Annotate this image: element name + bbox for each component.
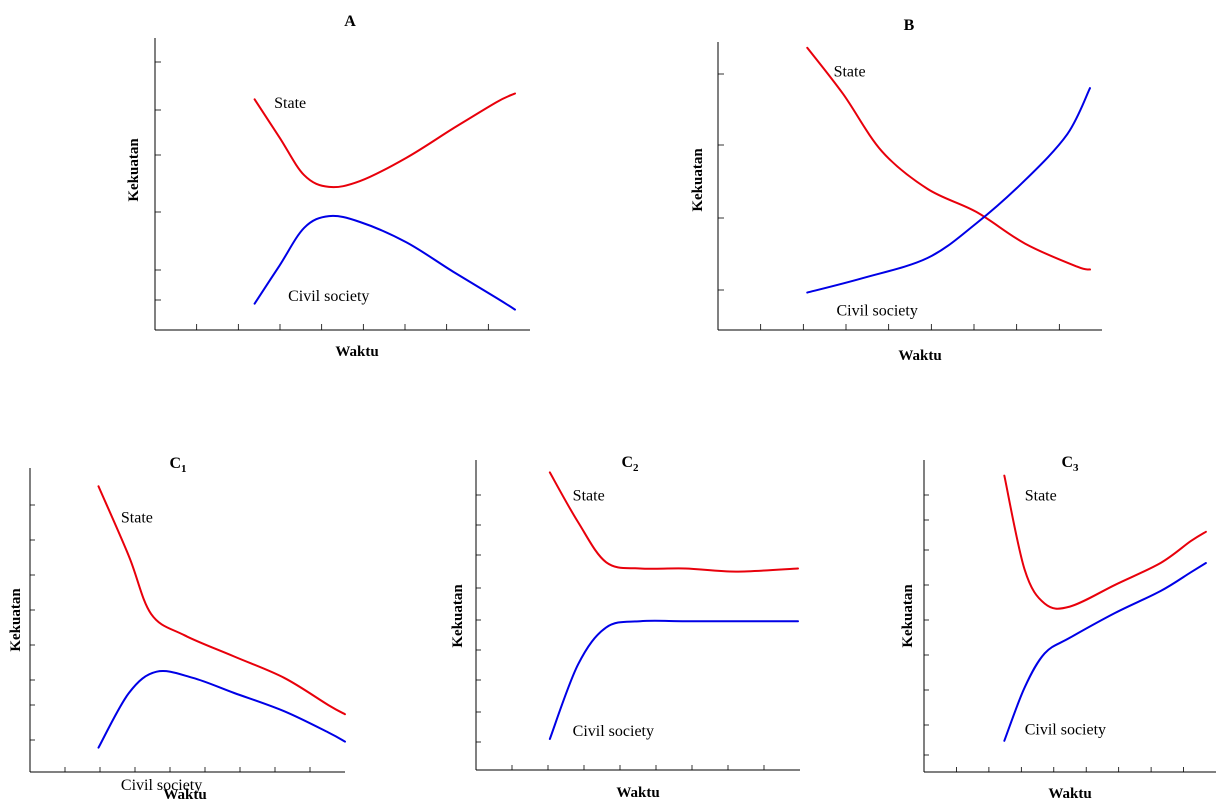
chart-title-subscript: 3 — [1073, 462, 1079, 474]
series-line-state — [253, 92, 516, 189]
chart-title: B — [904, 17, 915, 34]
series-label-civil-society: Civil society — [1025, 722, 1106, 739]
series-line-civil-society — [806, 87, 1091, 294]
series-line-state — [97, 485, 346, 716]
chart-title: C1 — [169, 455, 186, 475]
chart-panel-b: B Waktu Kekuatan State Civil society — [690, 17, 1102, 364]
y-axis-label: Kekuatan — [126, 138, 142, 202]
series-label-civil-society: Civil society — [121, 777, 202, 794]
chart-title: C2 — [621, 454, 639, 474]
series-label-state: State — [121, 510, 153, 527]
x-axis-label: Waktu — [616, 785, 659, 801]
y-axis-label: Kekuatan — [8, 588, 24, 652]
series-label-civil-society: Civil society — [288, 288, 369, 305]
chart-panel-c3: C3 Waktu Kekuatan State Civil society — [900, 454, 1216, 802]
series-line-state — [1003, 474, 1207, 610]
series-label-state: State — [834, 64, 866, 81]
y-axis-label: Kekuatan — [690, 148, 706, 212]
x-axis-label: Waktu — [163, 787, 206, 803]
series-line-civil-society — [253, 214, 516, 311]
chart-title-subscript: 2 — [633, 462, 639, 474]
chart-title: C3 — [1061, 454, 1079, 474]
chart-panel-a: A Waktu Kekuatan State Civil society — [126, 13, 530, 360]
series-line-civil-society — [97, 670, 346, 749]
series-line-state — [806, 46, 1091, 271]
chart-panel-c1: C1 Waktu Kekuatan State Civil society — [8, 455, 346, 803]
series-label-state: State — [573, 487, 605, 504]
chart-panel-c2: C2 Waktu Kekuatan State Civil society — [450, 454, 800, 801]
y-axis-label: Kekuatan — [900, 584, 916, 648]
series-line-civil-society — [1003, 562, 1207, 742]
series-label-civil-society: Civil society — [837, 303, 918, 320]
series-line-civil-society — [548, 619, 799, 740]
x-axis-label: Waktu — [1048, 786, 1091, 802]
chart-title-subscript: 1 — [181, 463, 187, 475]
chart-title: A — [344, 13, 356, 30]
series-line-state — [548, 471, 799, 573]
series-label-state: State — [274, 95, 306, 112]
x-axis-label: Waktu — [335, 344, 378, 360]
series-label-civil-society: Civil society — [573, 723, 654, 740]
x-axis-label: Waktu — [898, 348, 941, 364]
series-label-state: State — [1025, 488, 1057, 505]
y-axis-label: Kekuatan — [450, 584, 466, 648]
